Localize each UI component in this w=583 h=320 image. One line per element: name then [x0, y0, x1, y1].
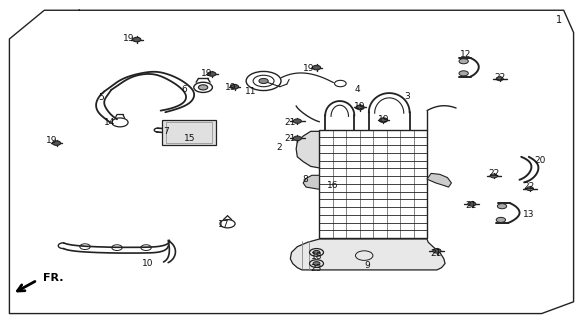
- Circle shape: [433, 249, 441, 253]
- Circle shape: [496, 217, 505, 222]
- Circle shape: [497, 204, 507, 209]
- Text: 22: 22: [494, 73, 505, 82]
- Polygon shape: [427, 173, 451, 187]
- Circle shape: [356, 105, 364, 110]
- Text: 15: 15: [184, 134, 195, 143]
- Text: 23: 23: [311, 264, 322, 274]
- Polygon shape: [303, 175, 319, 189]
- Text: 1: 1: [556, 15, 562, 25]
- Text: 19: 19: [354, 102, 366, 111]
- Polygon shape: [290, 239, 445, 270]
- Text: 10: 10: [142, 259, 153, 268]
- Text: 6: 6: [181, 85, 187, 94]
- Text: 12: 12: [461, 50, 472, 59]
- Circle shape: [259, 78, 268, 84]
- Text: 17: 17: [217, 220, 229, 229]
- Text: 11: 11: [245, 87, 257, 96]
- Circle shape: [293, 136, 301, 140]
- Text: 21: 21: [430, 249, 441, 258]
- Circle shape: [313, 251, 320, 254]
- Text: 19: 19: [303, 64, 315, 73]
- Text: 21: 21: [465, 201, 476, 210]
- Text: 19: 19: [224, 83, 236, 92]
- Text: 2: 2: [276, 143, 282, 152]
- Text: 22: 22: [489, 169, 500, 178]
- Text: 22: 22: [523, 182, 535, 191]
- Circle shape: [230, 84, 238, 89]
- Text: 4: 4: [354, 85, 360, 94]
- Text: 8: 8: [302, 175, 308, 184]
- Bar: [319, 130, 427, 238]
- Circle shape: [208, 72, 216, 76]
- Circle shape: [133, 37, 141, 42]
- Bar: [166, 122, 212, 143]
- Text: 16: 16: [326, 181, 338, 190]
- Circle shape: [293, 119, 301, 123]
- Circle shape: [312, 65, 321, 70]
- Text: 14: 14: [104, 118, 115, 127]
- Text: 21: 21: [285, 118, 296, 127]
- Text: 7: 7: [164, 127, 169, 136]
- Circle shape: [313, 262, 320, 266]
- Text: 5: 5: [98, 93, 104, 102]
- Text: 19: 19: [46, 136, 58, 145]
- Text: 19: 19: [378, 115, 389, 124]
- Circle shape: [459, 59, 468, 64]
- Circle shape: [496, 77, 503, 81]
- Text: 19: 19: [201, 69, 213, 78]
- Text: 9: 9: [364, 261, 370, 270]
- Text: 13: 13: [523, 210, 535, 219]
- Circle shape: [198, 85, 208, 90]
- Circle shape: [380, 118, 388, 123]
- Circle shape: [490, 174, 497, 178]
- Circle shape: [526, 187, 533, 191]
- Bar: [163, 120, 216, 145]
- Circle shape: [459, 71, 468, 76]
- Polygon shape: [296, 131, 319, 168]
- Circle shape: [52, 141, 61, 145]
- Circle shape: [468, 202, 476, 206]
- Text: FR.: FR.: [43, 273, 64, 283]
- Text: 3: 3: [404, 92, 409, 101]
- Text: 21: 21: [285, 134, 296, 143]
- Text: 20: 20: [535, 156, 546, 165]
- Text: 19: 19: [123, 35, 135, 44]
- Text: 18: 18: [311, 252, 322, 261]
